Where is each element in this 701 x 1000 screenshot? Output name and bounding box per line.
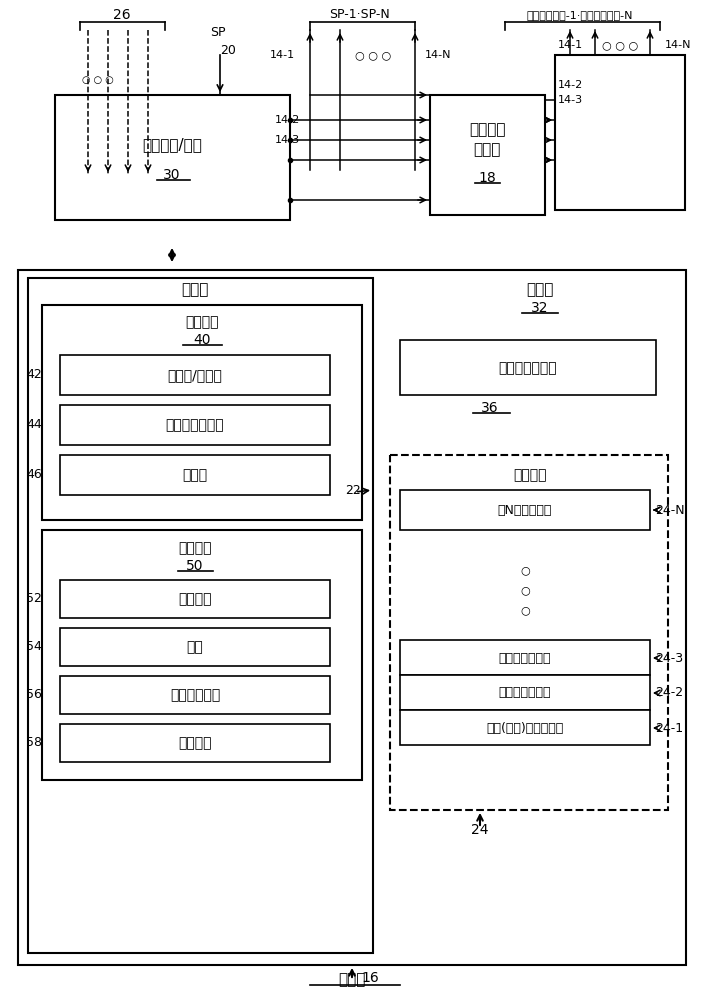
Text: 旋转序列: 旋转序列 bbox=[178, 592, 212, 606]
Text: 56: 56 bbox=[26, 688, 42, 702]
Text: 32: 32 bbox=[531, 301, 549, 315]
Bar bbox=[60, 580, 330, 618]
Bar bbox=[60, 628, 330, 666]
Text: 度调制: 度调制 bbox=[473, 142, 501, 157]
Text: 24-1: 24-1 bbox=[655, 722, 683, 734]
Text: 热平衡: 热平衡 bbox=[182, 282, 209, 298]
Text: 14-3: 14-3 bbox=[558, 95, 583, 105]
Text: ○: ○ bbox=[520, 585, 530, 595]
Bar bbox=[400, 675, 650, 710]
Bar bbox=[400, 340, 656, 395]
Bar bbox=[60, 405, 330, 445]
Text: 14-N: 14-N bbox=[665, 40, 691, 50]
Bar bbox=[400, 490, 650, 530]
Text: 第二相位识别符: 第二相位识别符 bbox=[498, 686, 551, 700]
Text: 22: 22 bbox=[345, 484, 361, 496]
Bar bbox=[60, 455, 330, 495]
Text: 14-1: 14-1 bbox=[270, 50, 295, 60]
Bar bbox=[400, 640, 650, 675]
Text: 第三相位识别符: 第三相位识别符 bbox=[498, 652, 551, 664]
Text: 14-1: 14-1 bbox=[558, 40, 583, 50]
Text: ○ ○ ○: ○ ○ ○ bbox=[355, 50, 391, 60]
Text: 36: 36 bbox=[481, 401, 499, 415]
Text: 相位序列: 相位序列 bbox=[513, 468, 547, 482]
Text: 44: 44 bbox=[26, 418, 42, 432]
Bar bbox=[28, 278, 373, 953]
Text: 14-3: 14-3 bbox=[275, 135, 300, 145]
Bar bbox=[42, 305, 362, 520]
Text: 16: 16 bbox=[361, 971, 379, 985]
Text: 第N相位识别符: 第N相位识别符 bbox=[498, 504, 552, 516]
Text: 14-2: 14-2 bbox=[558, 80, 583, 90]
Bar bbox=[430, 95, 545, 215]
Text: 46: 46 bbox=[26, 468, 42, 482]
Text: 脉冲宽度: 脉冲宽度 bbox=[469, 122, 505, 137]
Bar bbox=[55, 95, 290, 220]
Text: 控制器: 控制器 bbox=[339, 972, 366, 988]
Text: 24-N: 24-N bbox=[655, 504, 685, 516]
Text: SP-1·SP-N: SP-1·SP-N bbox=[329, 8, 390, 21]
Text: 54: 54 bbox=[26, 641, 42, 654]
Text: 40: 40 bbox=[193, 333, 211, 347]
Text: 14-N: 14-N bbox=[425, 50, 451, 60]
Text: 24-2: 24-2 bbox=[655, 686, 683, 700]
Text: 计时器/计数器: 计时器/计数器 bbox=[168, 368, 222, 382]
Text: 26: 26 bbox=[113, 8, 131, 22]
Text: SP: SP bbox=[210, 25, 226, 38]
Bar bbox=[390, 455, 668, 810]
Bar bbox=[400, 710, 650, 745]
Bar bbox=[42, 530, 362, 780]
Text: 修改类型: 修改类型 bbox=[178, 541, 212, 555]
Text: 58: 58 bbox=[26, 736, 42, 750]
Text: 修改触发: 修改触发 bbox=[185, 315, 219, 329]
Text: 18: 18 bbox=[478, 171, 496, 185]
Text: 24: 24 bbox=[471, 823, 489, 837]
Text: 30: 30 bbox=[163, 168, 181, 182]
Text: 相位设定点控制: 相位设定点控制 bbox=[498, 361, 557, 375]
Bar bbox=[60, 355, 330, 395]
Text: ○: ○ bbox=[520, 565, 530, 575]
Text: 接通时间平衡: 接通时间平衡 bbox=[170, 688, 220, 702]
Text: 42: 42 bbox=[26, 368, 42, 381]
Text: ○: ○ bbox=[520, 605, 530, 615]
Bar bbox=[60, 676, 330, 714]
Text: 脉冲宽度调制-1·脉冲宽度调制-N: 脉冲宽度调制-1·脉冲宽度调制-N bbox=[526, 10, 633, 20]
Text: 温度平衡: 温度平衡 bbox=[178, 736, 212, 750]
Text: 24-3: 24-3 bbox=[655, 652, 683, 664]
Bar bbox=[555, 55, 685, 210]
Text: 随机: 随机 bbox=[186, 640, 203, 654]
Text: ○ ○ ○: ○ ○ ○ bbox=[82, 75, 114, 85]
Text: 微处理器/逻辑: 微处理器/逻辑 bbox=[142, 137, 202, 152]
Text: 预定义负载转变: 预定义负载转变 bbox=[165, 418, 224, 432]
Bar bbox=[60, 724, 330, 762]
Text: 14-2: 14-2 bbox=[275, 115, 300, 125]
Bar bbox=[18, 270, 686, 965]
Text: 热条件: 热条件 bbox=[182, 468, 207, 482]
Text: 第一(基础)相位识别符: 第一(基础)相位识别符 bbox=[486, 722, 564, 734]
Text: 52: 52 bbox=[26, 592, 42, 605]
Text: 存储器: 存储器 bbox=[526, 282, 554, 298]
Text: ○ ○ ○: ○ ○ ○ bbox=[602, 40, 638, 50]
Text: 50: 50 bbox=[186, 559, 204, 573]
Text: 20: 20 bbox=[220, 43, 236, 56]
